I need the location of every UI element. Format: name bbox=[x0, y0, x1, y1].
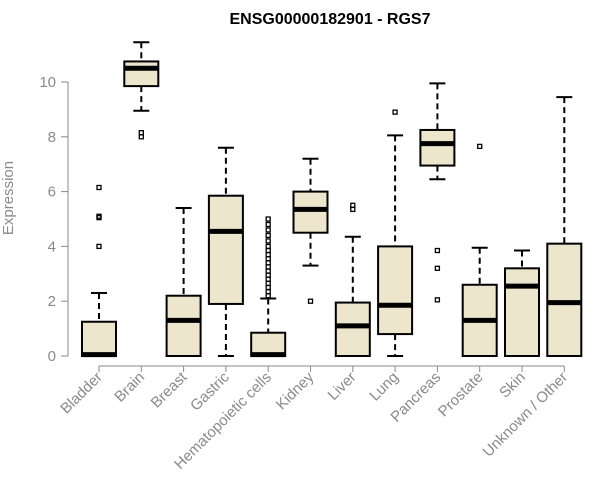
chart-title: ENSG00000182901 - RGS7 bbox=[229, 11, 430, 28]
box-group bbox=[461, 143, 498, 358]
box-iqr bbox=[207, 194, 244, 305]
outlier-point bbox=[265, 264, 271, 270]
box-iqr bbox=[123, 60, 160, 88]
outlier-point bbox=[96, 243, 102, 250]
box-group bbox=[123, 41, 160, 140]
box-group bbox=[419, 82, 456, 303]
outlier-point bbox=[138, 134, 144, 140]
y-tick-label: 10 bbox=[39, 74, 56, 91]
box-iqr bbox=[504, 267, 540, 358]
x-tick-label: Brain bbox=[111, 369, 148, 406]
outlier-point bbox=[392, 109, 398, 115]
outlier-point bbox=[265, 284, 271, 291]
outlier-point bbox=[265, 272, 271, 278]
outlier-point bbox=[265, 280, 271, 287]
box-group bbox=[377, 109, 414, 357]
y-tick-label: 6 bbox=[48, 184, 56, 201]
outlier-point bbox=[265, 216, 271, 222]
box-iqr bbox=[292, 190, 329, 234]
x-tick-label: Bladder bbox=[57, 369, 106, 418]
box-iqr bbox=[165, 294, 202, 357]
box-iqr bbox=[334, 301, 371, 358]
outlier-point bbox=[96, 213, 102, 219]
outlier-point bbox=[265, 276, 271, 282]
y-tick-label: 0 bbox=[48, 348, 56, 365]
outlier-point bbox=[265, 251, 271, 258]
outlier-point bbox=[434, 297, 441, 303]
outlier-point bbox=[265, 268, 271, 274]
x-tick-label: Breast bbox=[148, 368, 191, 411]
box-iqr bbox=[546, 242, 583, 357]
outlier-point bbox=[265, 227, 271, 233]
boxes-layer bbox=[81, 41, 583, 358]
box-group bbox=[546, 96, 583, 357]
box-group bbox=[334, 202, 371, 358]
outlier-point bbox=[265, 247, 271, 254]
outlier-point bbox=[434, 247, 441, 254]
box-group bbox=[250, 216, 287, 358]
box-group bbox=[292, 157, 329, 304]
outlier-point bbox=[265, 221, 271, 228]
outlier-point bbox=[265, 232, 271, 239]
box-group bbox=[165, 207, 202, 357]
outlier-point bbox=[477, 143, 483, 150]
box-group bbox=[207, 146, 244, 357]
box-group bbox=[81, 184, 117, 358]
y-axis: 0 2 4 6 8 10 bbox=[39, 74, 69, 365]
box-iqr bbox=[377, 245, 414, 336]
outlier-point bbox=[265, 260, 271, 266]
x-tick-label: Prostate bbox=[435, 369, 487, 421]
outlier-point bbox=[265, 293, 271, 299]
box-iqr bbox=[81, 320, 117, 357]
outlier-point bbox=[265, 243, 271, 250]
y-axis-label: Expression bbox=[0, 161, 17, 235]
y-tick-label: 8 bbox=[48, 129, 56, 146]
box-group bbox=[504, 249, 540, 358]
y-tick-label: 2 bbox=[48, 293, 56, 310]
outlier-point bbox=[138, 130, 144, 136]
outlier-point bbox=[265, 238, 271, 244]
outlier-point bbox=[434, 265, 441, 271]
outlier-point bbox=[350, 202, 356, 208]
outlier-point bbox=[96, 184, 102, 191]
outlier-point bbox=[350, 206, 356, 213]
y-tick-label: 4 bbox=[48, 238, 56, 255]
x-tick-label: Lung bbox=[366, 369, 402, 405]
outlier-point bbox=[265, 256, 271, 262]
outlier-point bbox=[265, 288, 271, 295]
outlier-point bbox=[307, 298, 314, 304]
box-iqr bbox=[419, 128, 456, 167]
x-tick-label: Skin bbox=[496, 369, 529, 402]
x-tick-label: Kidney bbox=[273, 368, 318, 413]
x-tick-label: Liver bbox=[325, 369, 360, 404]
